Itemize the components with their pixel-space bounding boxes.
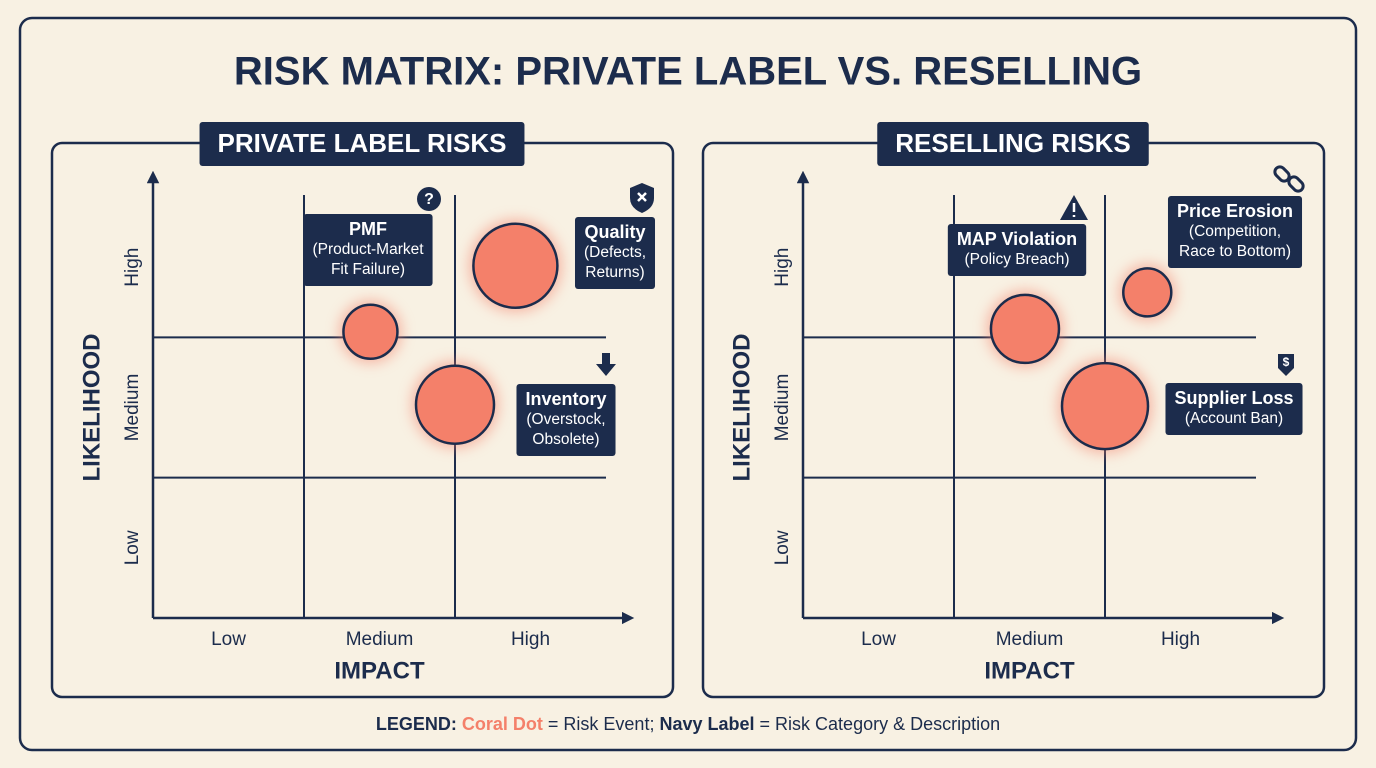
panel-title: PRIVATE LABEL RISKS: [218, 128, 507, 158]
risk-description: (Competition,: [1189, 223, 1281, 240]
legend-label-text: = Risk Category & Description: [760, 714, 1001, 734]
risk-description: (Defects,: [584, 244, 646, 261]
risk-name: Price Erosion: [1177, 201, 1293, 221]
risk-label-box: [516, 384, 616, 456]
legend-lead: LEGEND:: [376, 714, 457, 734]
risk-name: PMF: [349, 219, 387, 239]
legend-dot-text: = Risk Event;: [548, 714, 655, 734]
icon-question: ?: [417, 187, 441, 211]
risk-label: Supplier Loss (Account Ban): [1165, 383, 1303, 435]
y-axis-title: LIKELIHOOD: [78, 334, 105, 482]
risk-label-box: [574, 217, 656, 289]
x-axis-title: IMPACT: [334, 657, 425, 684]
risk-description: Fit Failure): [331, 261, 405, 278]
risk-name: Supplier Loss: [1174, 388, 1293, 408]
y-axis-title: LIKELIHOOD: [728, 334, 755, 482]
legend-dot: Coral Dot: [462, 714, 543, 734]
risk-label: Quality (Defects, Returns): [574, 217, 656, 289]
risk-description: (Policy Breach): [964, 251, 1069, 268]
risk-label: PMF (Product-Market Fit Failure): [303, 214, 433, 286]
icon-dollar-tag: $: [1278, 354, 1294, 376]
x-tick-label: Low: [211, 629, 246, 650]
svg-text:$: $: [1283, 355, 1290, 369]
icon-down-arrow: [596, 353, 616, 376]
bubble: [1122, 267, 1173, 318]
panel-title-box: [877, 122, 1149, 166]
risk-label: Price Erosion (Competition, Race to Bottom…: [1167, 196, 1303, 268]
risk-label-box: [1165, 383, 1303, 435]
bubble: [472, 222, 559, 310]
x-tick-label: Medium: [996, 629, 1064, 650]
risk-name: MAP Violation: [957, 229, 1077, 249]
icon-warning: [1060, 195, 1088, 220]
risk-name: Quality: [584, 222, 645, 242]
bubble: [1060, 361, 1150, 451]
x-tick-label: Low: [861, 629, 896, 650]
bubble: [414, 364, 496, 445]
bubble: [342, 303, 399, 360]
risk-label-box: [1167, 196, 1303, 268]
legend-label: Navy Label: [659, 714, 754, 734]
panel-title-box: [199, 122, 525, 166]
y-tick-label: Medium: [122, 374, 143, 442]
risk-name: Inventory: [525, 389, 606, 409]
risk-description: (Overstock,: [526, 411, 605, 428]
svg-text:?: ?: [424, 191, 434, 208]
page-title: RISK MATRIX: PRIVATE LABEL VS. RESELLING: [234, 50, 1142, 94]
y-tick-label: High: [772, 248, 793, 287]
icon-broken-link: [1273, 165, 1305, 193]
y-tick-label: Low: [122, 530, 143, 565]
risk-label-box: [303, 214, 433, 286]
risk-description: Returns): [585, 264, 644, 281]
risk-description: (Account Ban): [1185, 410, 1283, 427]
y-tick-label: Low: [772, 530, 793, 565]
legend: LEGEND: Coral Dot = Risk Event; Navy Lab…: [376, 714, 1000, 734]
risk-label: MAP Violation (Policy Breach): [947, 224, 1087, 276]
risk-label-box: [947, 224, 1087, 276]
icon-shield: [630, 183, 654, 213]
risk-description: (Product-Market: [312, 241, 424, 258]
x-axis-title: IMPACT: [984, 657, 1075, 684]
risk-description: Race to Bottom): [1179, 243, 1291, 260]
bubble: [989, 293, 1061, 365]
x-tick-label: Medium: [346, 629, 414, 650]
y-tick-label: Medium: [772, 374, 793, 442]
risk-label: Inventory (Overstock, Obsolete): [516, 384, 616, 456]
y-tick-label: High: [122, 248, 143, 287]
x-tick-label: High: [1161, 629, 1200, 650]
frame: [18, 16, 1358, 752]
risk-description: Obsolete): [532, 431, 599, 448]
panel-title: RESELLING RISKS: [895, 128, 1130, 158]
x-tick-label: High: [511, 629, 550, 650]
